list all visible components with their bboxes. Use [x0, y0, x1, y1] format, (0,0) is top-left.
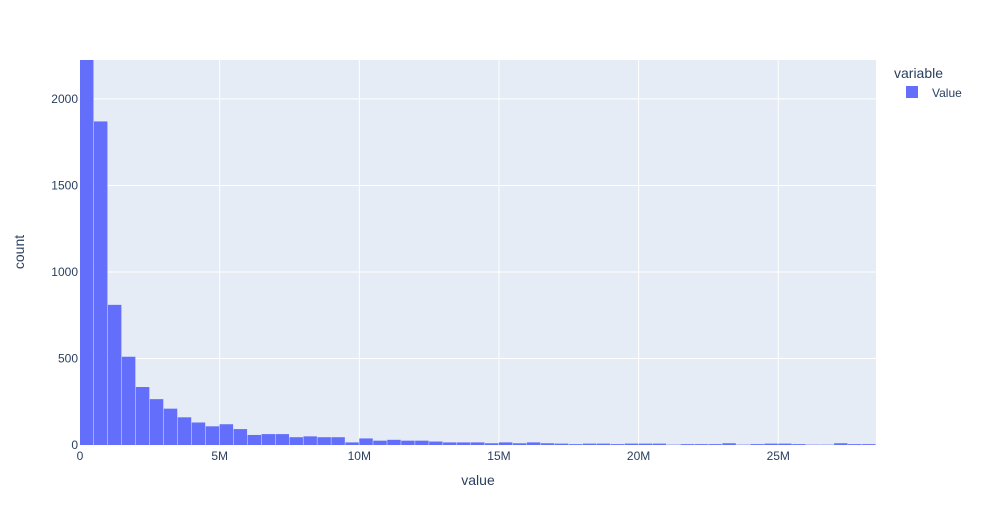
histogram-bar[interactable]	[429, 441, 443, 445]
histogram-bar[interactable]	[247, 434, 262, 445]
histogram-bar[interactable]	[596, 443, 611, 445]
y-axis-title: count	[11, 235, 27, 269]
x-tick-label: 25M	[767, 449, 790, 463]
x-axis-title: value	[461, 472, 495, 488]
histogram-bar[interactable]	[331, 437, 345, 445]
histogram-bar[interactable]	[484, 443, 499, 445]
histogram-bar[interactable]	[498, 442, 513, 445]
histogram-bar[interactable]	[708, 444, 722, 445]
histogram-bar[interactable]	[526, 442, 541, 445]
histogram-bar[interactable]	[652, 443, 667, 445]
histogram-bar[interactable]	[582, 443, 597, 445]
histogram-bar[interactable]	[303, 436, 317, 445]
histogram-bar[interactable]	[275, 434, 289, 445]
histogram-bar[interactable]	[205, 426, 220, 445]
histogram-bar[interactable]	[233, 429, 248, 445]
grid-lines	[80, 60, 876, 445]
histogram-bar[interactable]	[401, 440, 415, 445]
histogram-bar[interactable]	[177, 417, 192, 445]
x-tick-label: 5M	[211, 449, 228, 463]
histogram-bar[interactable]	[135, 387, 150, 445]
histogram-bar[interactable]	[289, 437, 303, 445]
histogram-bar[interactable]	[624, 443, 639, 445]
histogram-bar[interactable]	[554, 443, 569, 445]
histogram-bar[interactable]	[373, 440, 387, 445]
legend-swatch-value[interactable]	[906, 86, 918, 98]
histogram-bar[interactable]	[512, 443, 527, 445]
x-tick-label: 20M	[627, 449, 650, 463]
legend-title: variable	[894, 65, 943, 81]
bars[interactable]	[80, 60, 876, 445]
histogram-bar[interactable]	[694, 444, 708, 445]
y-axis-ticks: 0 500 1000 1500 2000	[51, 92, 78, 452]
histogram-bar[interactable]	[610, 444, 625, 445]
legend[interactable]: variable Value	[894, 65, 962, 100]
histogram-bar[interactable]	[317, 437, 331, 445]
y-tick-label: 500	[58, 351, 78, 365]
histogram-bar[interactable]	[540, 443, 555, 445]
histogram-bar[interactable]	[443, 442, 457, 445]
histogram-bar[interactable]	[722, 443, 736, 445]
histogram-bar[interactable]	[107, 304, 122, 445]
histogram-bar[interactable]	[415, 440, 429, 445]
histogram-bar[interactable]	[219, 424, 234, 445]
histogram-bar[interactable]	[471, 442, 485, 445]
histogram-bar[interactable]	[359, 438, 373, 445]
histogram-bar[interactable]	[750, 444, 764, 445]
histogram-bar[interactable]	[638, 443, 653, 445]
y-tick-label: 1000	[51, 265, 78, 279]
histogram-bar[interactable]	[680, 444, 694, 445]
histogram-bar[interactable]	[121, 356, 136, 445]
histogram-bar[interactable]	[848, 444, 862, 445]
histogram-bar[interactable]	[345, 442, 359, 445]
histogram-bar[interactable]	[387, 439, 401, 445]
legend-label-value[interactable]: Value	[932, 86, 962, 100]
histogram-bar[interactable]	[568, 444, 583, 445]
histogram-bar[interactable]	[191, 422, 206, 445]
histogram-bar[interactable]	[163, 408, 178, 445]
y-tick-label: 2000	[51, 92, 78, 106]
histogram-bar[interactable]	[792, 444, 806, 445]
histogram-bar[interactable]	[261, 434, 276, 445]
histogram-bar[interactable]	[778, 443, 792, 445]
y-tick-label: 0	[71, 438, 78, 452]
histogram-bar[interactable]	[149, 399, 164, 445]
histogram-bar[interactable]	[80, 60, 94, 445]
histogram-bar[interactable]	[93, 121, 108, 445]
y-tick-label: 1500	[51, 178, 78, 192]
histogram-bar[interactable]	[834, 443, 848, 445]
histogram-bar[interactable]	[764, 443, 778, 445]
x-tick-label: 0	[77, 449, 84, 463]
x-axis-ticks: 0 5M 10M 15M 20M 25M	[77, 449, 790, 463]
plot-background	[80, 60, 876, 445]
histogram-bar[interactable]	[457, 442, 471, 445]
x-tick-label: 10M	[348, 449, 371, 463]
histogram-bar[interactable]	[862, 444, 876, 445]
x-tick-label: 15M	[487, 449, 510, 463]
